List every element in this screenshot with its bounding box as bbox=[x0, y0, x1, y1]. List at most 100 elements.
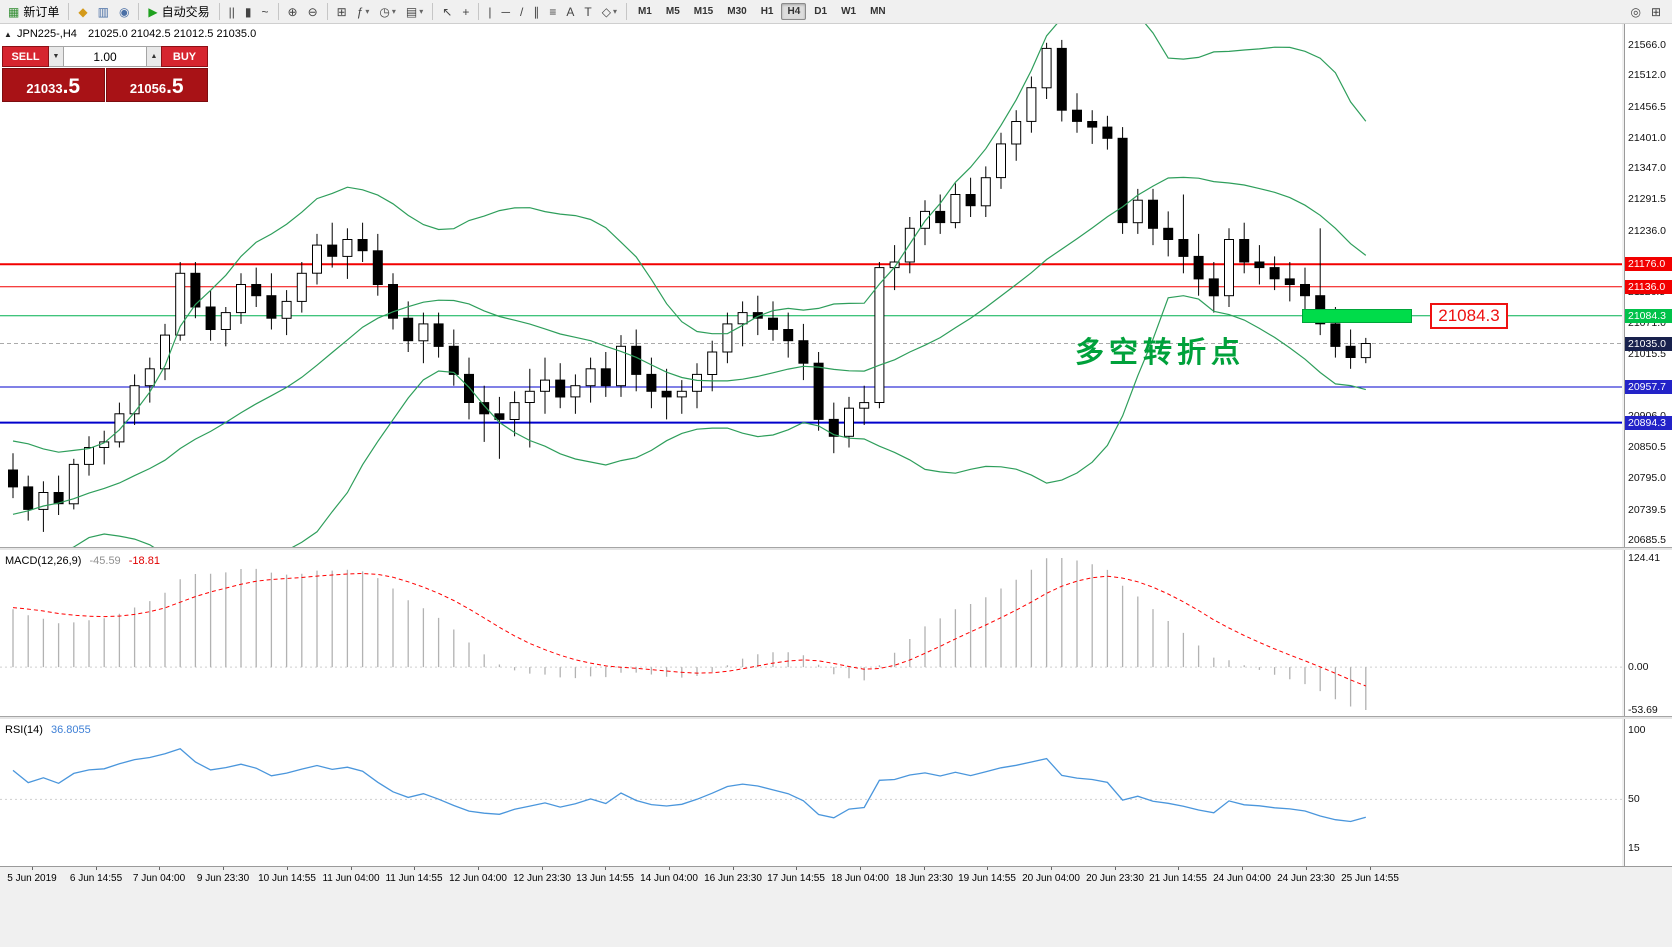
candle bbox=[600, 352, 611, 397]
periods-button[interactable]: ◷ ▾ bbox=[375, 1, 400, 23]
line-chart-button[interactable]: ~ bbox=[258, 1, 273, 23]
candle bbox=[844, 396, 854, 448]
vertical-line-icon: | bbox=[488, 4, 492, 19]
candle bbox=[1254, 245, 1265, 285]
crosshair-button[interactable]: + bbox=[458, 1, 473, 23]
templates-button[interactable]: ▤ ▾ bbox=[402, 1, 427, 23]
dropdown-arrow-icon: ▾ bbox=[419, 7, 424, 16]
quick-search-icon: ◎ bbox=[1630, 5, 1641, 19]
main-chart-pane[interactable]: ▲ JPN225-,H4 21025.0 21042.5 21012.5 210… bbox=[0, 24, 1622, 547]
candle bbox=[1239, 222, 1250, 274]
timeframe-button-m30[interactable]: M30 bbox=[727, 6, 747, 17]
time-tick bbox=[478, 867, 479, 870]
macd-label: MACD(12,26,9) -45.59 -18.81 bbox=[5, 555, 160, 567]
macd-chart-canvas[interactable] bbox=[0, 550, 1622, 716]
chart-annotation-text[interactable]: 多空转折点 bbox=[1075, 337, 1246, 369]
text-button[interactable]: A bbox=[562, 1, 578, 23]
price-label: 21456.5 bbox=[1628, 101, 1666, 113]
sell-price[interactable]: 21033.5 bbox=[2, 68, 105, 102]
candle bbox=[68, 458, 79, 510]
macd-name: MACD(12,26,9) bbox=[5, 555, 82, 567]
pane-splitter[interactable] bbox=[0, 547, 1672, 550]
trendline-button[interactable]: / bbox=[516, 1, 527, 23]
bollinger-lower-band bbox=[72, 295, 1366, 547]
horizontal-line-button[interactable]: ─ bbox=[497, 1, 514, 23]
timeframe-button-mn[interactable]: MN bbox=[870, 6, 886, 17]
bar-chart-button[interactable]: || bbox=[225, 1, 239, 23]
candle bbox=[53, 475, 64, 515]
text-label-button[interactable]: T bbox=[580, 1, 595, 23]
bar-chart-icon: || bbox=[228, 4, 235, 19]
bollinger-upper-band bbox=[12, 24, 1367, 453]
time-label: 19 Jun 14:55 bbox=[958, 873, 1016, 884]
timeframe-button-w1[interactable]: W1 bbox=[841, 6, 857, 17]
channel-button[interactable]: ∥ bbox=[529, 1, 543, 23]
price-tag-20957.7: 20957.7 bbox=[1625, 380, 1672, 394]
timeframe-button-m5[interactable]: M5 bbox=[665, 6, 680, 17]
rsi-chart-canvas[interactable] bbox=[0, 719, 1622, 866]
macd-signal-value: -18.81 bbox=[128, 555, 160, 567]
chart-title-symbol: JPN225-,H4 bbox=[17, 28, 77, 40]
price-label: 21401.0 bbox=[1628, 132, 1666, 144]
buy-price-pips: .5 bbox=[166, 75, 184, 98]
sell-button[interactable]: SELL bbox=[2, 46, 49, 67]
candle bbox=[813, 352, 824, 431]
time-label: 9 Jun 23:30 bbox=[196, 873, 250, 884]
candle bbox=[296, 262, 307, 313]
volume-decrease-button[interactable]: ▼ bbox=[49, 46, 63, 67]
candle bbox=[8, 453, 18, 499]
candle bbox=[418, 312, 429, 364]
pane-splitter[interactable] bbox=[0, 716, 1672, 719]
candlestick-chart-button[interactable]: ▮ bbox=[241, 1, 256, 23]
time-axis[interactable]: 5 Jun 2019 6 Jun 14:55 7 Jun 04:00 9 Jun 23… bbox=[0, 866, 1672, 892]
terminal-button[interactable]: ▥ bbox=[94, 1, 113, 23]
timeframe-button-m15[interactable]: M15 bbox=[693, 6, 714, 17]
indicators-button[interactable]: ƒ ▾ bbox=[353, 1, 374, 23]
volume-increase-button[interactable]: ▲ bbox=[147, 46, 161, 67]
rsi-pane[interactable]: RSI(14) 36.8055 bbox=[0, 719, 1622, 866]
dropdown-arrow-icon: ▾ bbox=[391, 7, 396, 16]
zoom-out-button[interactable]: ⊖ bbox=[304, 1, 322, 23]
autotrading-button[interactable]: ▶ 自动交易 bbox=[144, 1, 213, 23]
new-order-button[interactable]: ▦ 新订单 bbox=[4, 1, 63, 23]
highlight-rectangle[interactable] bbox=[1302, 309, 1412, 323]
metaquotes-icon: ◆ bbox=[78, 4, 88, 19]
candle bbox=[828, 402, 839, 454]
candle bbox=[646, 357, 657, 409]
candle bbox=[433, 312, 444, 358]
trendline-icon: / bbox=[520, 4, 524, 19]
vertical-line-button[interactable]: | bbox=[484, 1, 495, 23]
price-axis[interactable]: 21566.0 21512.0 21456.5 21401.0 21347.0 21291… bbox=[1624, 24, 1672, 866]
cursor-button[interactable]: ↖ bbox=[438, 1, 456, 23]
autotrading-button-label: 自动交易 bbox=[161, 5, 210, 19]
tile-windows-button[interactable]: ⊞ bbox=[333, 1, 351, 23]
candle bbox=[783, 312, 794, 358]
shapes-button[interactable]: ◇ ▾ bbox=[598, 1, 621, 23]
buy-button[interactable]: BUY bbox=[161, 46, 208, 67]
candle bbox=[129, 374, 140, 425]
candle bbox=[509, 391, 520, 437]
shapes-icon: ◇ bbox=[601, 4, 611, 19]
fibonacci-button[interactable]: ≡ bbox=[545, 1, 560, 23]
quick-search-button[interactable]: ◎ bbox=[1626, 1, 1644, 23]
toolbar-group-windows: ⊞ ƒ ▾ ◷ ▾ ▤ ▾ bbox=[332, 1, 429, 23]
chart-windows-button[interactable]: ⊞ bbox=[1647, 1, 1665, 23]
macd-pane[interactable]: MACD(12,26,9) -45.59 -18.81 bbox=[0, 550, 1622, 716]
price-label: 21566.0 bbox=[1628, 39, 1666, 51]
timeframe-button-h1[interactable]: H1 bbox=[760, 6, 774, 17]
timeframe-button-m1[interactable]: M1 bbox=[637, 6, 652, 17]
collapse-trade-panel-icon[interactable]: ▲ bbox=[4, 30, 12, 39]
time-tick bbox=[1178, 867, 1179, 870]
toolbar-groups: ▦ 新订单 ◆ ▥ ◉ ▶ 自动交易 || ▮ ~ ⊕ ⊖ ⊞ ƒ ▾ ◷ ▾ ▤ ▾ ↖ + | ─ / ∥ ≡ A T ◇ ▾ bbox=[3, 1, 622, 23]
strategy-tester-button[interactable]: ◉ bbox=[115, 1, 133, 23]
periods-icon: ◷ bbox=[379, 4, 390, 19]
candlestick-chart-canvas[interactable] bbox=[0, 24, 1622, 547]
highlight-price-label[interactable]: 21084.3 bbox=[1430, 303, 1508, 329]
volume-input[interactable]: 1.00 bbox=[63, 46, 147, 67]
time-tick bbox=[1306, 867, 1307, 870]
timeframe-button-h4[interactable]: H4 bbox=[781, 3, 807, 20]
metaquotes-button[interactable]: ◆ bbox=[74, 1, 91, 23]
buy-price[interactable]: 21056.5 bbox=[105, 68, 208, 102]
timeframe-button-d1[interactable]: D1 bbox=[814, 6, 828, 17]
zoom-in-button[interactable]: ⊕ bbox=[284, 1, 302, 23]
